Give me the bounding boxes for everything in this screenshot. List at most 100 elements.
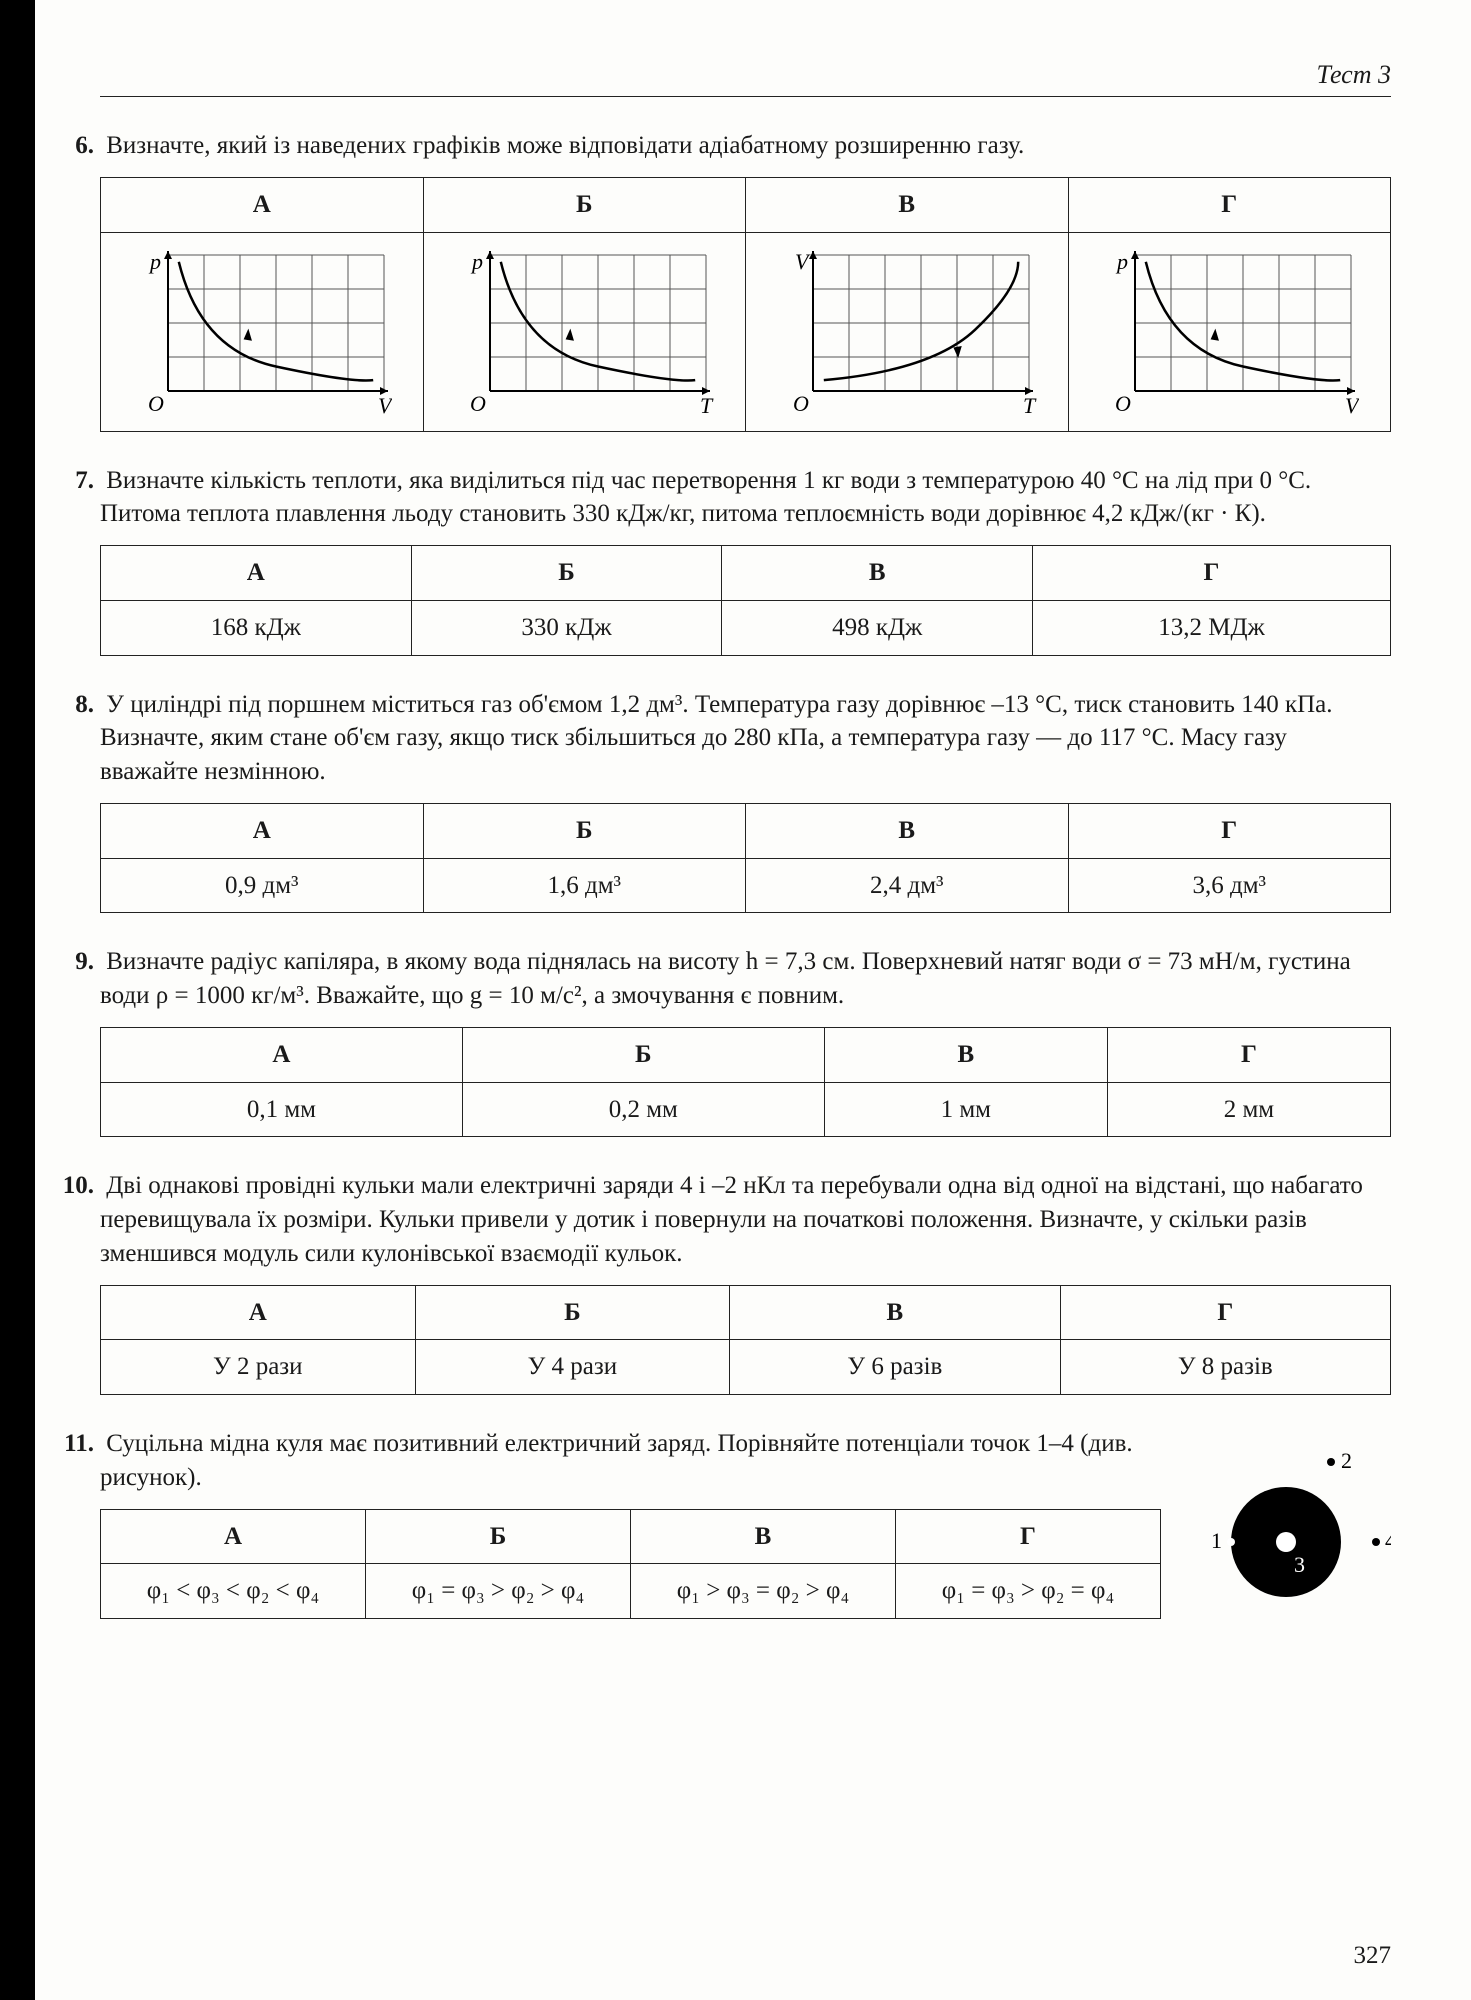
q11-hG: Г bbox=[896, 1509, 1161, 1564]
q6-hB: Б bbox=[423, 177, 746, 232]
svg-text:3: 3 bbox=[1294, 1552, 1305, 1577]
svg-text:p: p bbox=[148, 249, 161, 274]
svg-text:p: p bbox=[470, 249, 483, 274]
q6-table: А Б В Г p V O p T O V T O p V O bbox=[100, 177, 1391, 432]
q11-hB: Б bbox=[366, 1509, 631, 1564]
q8-aA: 0,9 дм³ bbox=[101, 858, 424, 913]
svg-text:V: V bbox=[795, 249, 811, 274]
q8-aB: 1,6 дм³ bbox=[423, 858, 746, 913]
table-row: 0,1 мм 0,2 мм 1 мм 2 мм bbox=[101, 1082, 1391, 1137]
q11-aB: φ₁ = φ₃ > φ₂ > φ₄ bbox=[366, 1564, 631, 1619]
q9-hB: Б bbox=[462, 1027, 824, 1082]
q10-hB: Б bbox=[415, 1285, 730, 1340]
q11-number: 11. bbox=[50, 1427, 94, 1461]
q7-aB: 330 кДж bbox=[411, 600, 722, 655]
charged-sphere-icon: 2 1 3 4 bbox=[1181, 1427, 1391, 1627]
q11-hV: В bbox=[631, 1509, 896, 1564]
q10-hV: В bbox=[730, 1285, 1060, 1340]
table-header-row: А Б В Г bbox=[101, 803, 1391, 858]
q6-hG: Г bbox=[1068, 177, 1391, 232]
question-6: 6. Визначте, який із наведених графіків … bbox=[100, 129, 1391, 432]
table-row: 168 кДж 330 кДж 498 кДж 13,2 МДж bbox=[101, 600, 1391, 655]
q10-aG: У 8 разів bbox=[1060, 1340, 1390, 1395]
q11-text: Суцільна мідна куля має позитивний елект… bbox=[100, 1430, 1133, 1491]
q11-hA: А bbox=[101, 1509, 366, 1564]
q7-aG: 13,2 МДж bbox=[1033, 600, 1391, 655]
graph-pV-decreasing-icon: p V O bbox=[132, 247, 392, 417]
q9-aB: 0,2 мм bbox=[462, 1082, 824, 1137]
table-header-row: А Б В Г bbox=[101, 177, 1391, 232]
table-row: У 2 рази У 4 рази У 6 разів У 8 разів bbox=[101, 1340, 1391, 1395]
svg-text:1: 1 bbox=[1211, 1528, 1222, 1553]
q7-aA: 168 кДж bbox=[101, 600, 412, 655]
table-row: φ₁ < φ₃ < φ₂ < φ₄ φ₁ = φ₃ > φ₂ > φ₄ φ₁ >… bbox=[101, 1564, 1161, 1619]
svg-text:O: O bbox=[793, 391, 809, 416]
test-label: Тест 3 bbox=[100, 60, 1391, 90]
svg-text:O: O bbox=[470, 391, 486, 416]
svg-text:O: O bbox=[1115, 391, 1131, 416]
table-row: 0,9 дм³ 1,6 дм³ 2,4 дм³ 3,6 дм³ bbox=[101, 858, 1391, 913]
q8-aV: 2,4 дм³ bbox=[746, 858, 1069, 913]
q10-text: Дві однакові провідні кульки мали електр… bbox=[100, 1172, 1363, 1267]
header-rule: Тест 3 bbox=[100, 60, 1391, 97]
q9-aG: 2 мм bbox=[1107, 1082, 1390, 1137]
q8-hB: Б bbox=[423, 803, 746, 858]
q8-text: У циліндрі під поршнем міститься газ об'… bbox=[100, 691, 1333, 786]
q11-aG: φ₁ = φ₃ > φ₂ = φ₄ bbox=[896, 1564, 1161, 1619]
table-header-row: А Б В Г bbox=[101, 1027, 1391, 1082]
svg-text:p: p bbox=[1115, 249, 1128, 274]
q7-table: А Б В Г 168 кДж 330 кДж 498 кДж 13,2 МДж bbox=[100, 545, 1391, 656]
q9-aV: 1 мм bbox=[824, 1082, 1107, 1137]
graph-pV-decreasing-icon: p V O bbox=[1099, 247, 1359, 417]
q11-aA: φ₁ < φ₃ < φ₂ < φ₄ bbox=[101, 1564, 366, 1619]
q10-hG: Г bbox=[1060, 1285, 1390, 1340]
q7-aV: 498 кДж bbox=[722, 600, 1033, 655]
svg-text:T: T bbox=[1023, 393, 1037, 417]
graph-pT-decreasing-icon: p T O bbox=[454, 247, 714, 417]
q8-hA: А bbox=[101, 803, 424, 858]
question-7: 7. Визначте кількість теплоти, яка виділ… bbox=[100, 464, 1391, 656]
q6-text: Визначте, який із наведених графіків мож… bbox=[106, 132, 1024, 159]
q7-hA: А bbox=[101, 546, 412, 601]
q9-hA: А bbox=[101, 1027, 463, 1082]
q8-number: 8. bbox=[50, 688, 94, 722]
q6-hA: А bbox=[101, 177, 424, 232]
binding-edge bbox=[0, 0, 35, 2000]
q6-graph-G: p V O bbox=[1068, 232, 1391, 431]
question-8: 8. У циліндрі під поршнем міститься газ … bbox=[100, 688, 1391, 914]
q6-hV: В bbox=[746, 177, 1069, 232]
page-number: 327 bbox=[1354, 1942, 1392, 1970]
svg-text:4: 4 bbox=[1385, 1528, 1391, 1553]
q9-hG: Г bbox=[1107, 1027, 1390, 1082]
q7-hB: Б bbox=[411, 546, 722, 601]
q8-table: А Б В Г 0,9 дм³ 1,6 дм³ 2,4 дм³ 3,6 дм³ bbox=[100, 803, 1391, 914]
table-header-row: А Б В Г bbox=[101, 1509, 1161, 1564]
q6-graph-B: p T O bbox=[423, 232, 746, 431]
q9-table: А Б В Г 0,1 мм 0,2 мм 1 мм 2 мм bbox=[100, 1027, 1391, 1138]
page: Тест 3 6. Визначте, який із наведених гр… bbox=[0, 0, 1471, 2000]
table-header-row: А Б В Г bbox=[101, 1285, 1391, 1340]
svg-text:T: T bbox=[700, 393, 714, 417]
q10-aB: У 4 рази bbox=[415, 1340, 730, 1395]
q9-aA: 0,1 мм bbox=[101, 1082, 463, 1137]
table-header-row: А Б В Г bbox=[101, 546, 1391, 601]
q9-text: Визначте радіус капіляра, в якому вода п… bbox=[100, 948, 1351, 1009]
svg-text:V: V bbox=[1345, 393, 1359, 417]
q10-aV: У 6 разів bbox=[730, 1340, 1060, 1395]
q6-number: 6. bbox=[50, 129, 94, 163]
question-9: 9. Визначте радіус капіляра, в якому вод… bbox=[100, 945, 1391, 1137]
q7-hG: Г bbox=[1033, 546, 1391, 601]
q11-figure: 2 1 3 4 bbox=[1181, 1427, 1391, 1627]
q6-graph-A: p V O bbox=[101, 232, 424, 431]
q7-text: Визначте кількість теплоти, яка виділить… bbox=[100, 467, 1311, 528]
question-10: 10. Дві однакові провідні кульки мали ел… bbox=[100, 1169, 1391, 1395]
q9-hV: В bbox=[824, 1027, 1107, 1082]
q10-table: А Б В Г У 2 рази У 4 рази У 6 разів У 8 … bbox=[100, 1285, 1391, 1396]
svg-text:2: 2 bbox=[1341, 1448, 1352, 1473]
q10-hA: А bbox=[101, 1285, 416, 1340]
q10-number: 10. bbox=[50, 1169, 94, 1203]
svg-text:O: O bbox=[148, 391, 164, 416]
q8-hV: В bbox=[746, 803, 1069, 858]
svg-text:V: V bbox=[378, 393, 392, 417]
q8-hG: Г bbox=[1068, 803, 1391, 858]
